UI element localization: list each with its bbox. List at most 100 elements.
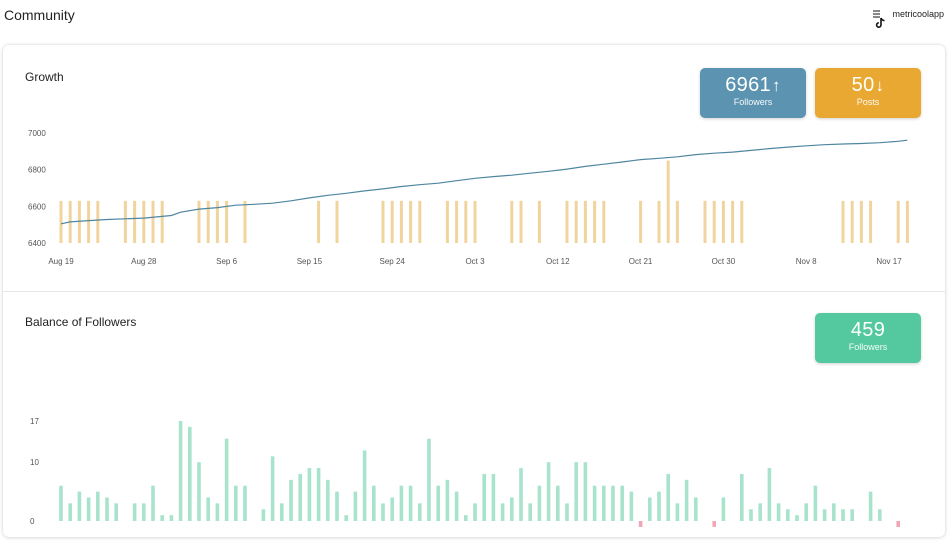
balance-bar [178,421,183,521]
balance-bar [592,485,597,521]
balance-bar [758,503,762,521]
balance-bar [298,473,302,521]
posts-bar [464,200,468,243]
community-card: Growth 6961↑ Followers 50↓ Posts 6400 660… [3,45,945,537]
balance-bar [721,497,726,521]
balance-bar [694,497,698,521]
balance-bar [684,479,689,521]
posts-bar [215,200,219,243]
balance-bar [602,485,606,521]
balance-bar [224,438,229,521]
balance-bar [878,509,882,521]
balance-bar [629,491,634,521]
y-tick-label: 6800 [28,166,46,175]
balance-bar [243,485,247,521]
balance-bar [77,491,82,521]
posts-bar [473,200,477,243]
balance-bar [59,485,63,521]
x-tick-label: Sep 6 [216,257,237,266]
posts-bar [593,200,597,243]
arrow-up-icon: ↑ [771,76,781,95]
account-selector[interactable]: metricoolapp [873,9,944,29]
posts-bar [519,200,523,243]
balance-bar [335,491,339,521]
posts-bar [96,200,100,243]
posts-bar [390,200,394,243]
y-tick-label: 6400 [28,239,46,248]
posts-bar [445,200,449,243]
y-tick-label: 10 [30,458,39,467]
balance-bar [215,503,220,521]
balance-bar [822,509,827,521]
posts-bar [381,200,385,243]
x-tick-label: Sep 15 [297,257,323,266]
followers-kpi-label: Followers [733,97,773,107]
balance-bar [408,485,413,521]
posts-bar [896,200,900,243]
posts-bar [574,200,578,243]
balance-bar [832,503,836,521]
balance-bar [500,503,505,521]
posts-bar [712,200,716,243]
balance-bar [436,485,440,521]
balance-bar [482,473,486,521]
balance-bar [132,503,137,521]
balance-bar [169,515,174,521]
posts-bar [657,200,661,243]
posts-bar [225,200,229,243]
balance-bar [473,503,477,521]
posts-bar [721,200,725,243]
posts-bar [731,200,735,243]
balance-kpi: 459 Followers [815,313,921,363]
posts-bar [399,200,403,243]
balance-bar [270,456,275,521]
balance-bar [776,503,781,521]
followers-line [60,139,908,225]
balance-bar [574,462,578,521]
balance-bar [795,515,799,521]
y-tick-label: 6600 [28,202,46,211]
balance-bar-negative [896,521,900,527]
balance-bar [841,509,845,521]
posts-bar [160,200,164,243]
posts-bar [703,200,707,243]
balance-bar [114,503,118,521]
y-tick-label: 7000 [28,129,46,138]
growth-title: Growth [25,70,64,84]
balance-bar [86,497,91,521]
balance-bar [620,485,624,521]
balance-bar [326,479,330,521]
balance-bar [546,462,551,521]
posts-bar [583,200,587,243]
balance-bar [528,503,532,521]
balance-bar [399,485,404,521]
x-tick-label: Oct 21 [629,257,653,266]
posts-bar [197,200,201,243]
balance-bar [868,491,873,521]
balance-bar [767,468,772,521]
balance-bar [381,503,385,521]
posts-kpi-label: Posts [856,97,880,107]
balance-bar [160,515,164,521]
posts-bar [151,200,155,243]
balance-bar [583,462,588,521]
balance-bar [96,491,100,521]
balance-bar [353,491,358,521]
balance-bar [206,497,210,521]
top-bar: Community metricoolapp [0,0,952,40]
balance-bar [418,503,422,521]
y-tick-label: 17 [30,417,39,426]
balance-bar [234,485,238,521]
balance-title: Balance of Followers [25,315,137,329]
balance-bar [556,485,560,521]
posts-bar [841,200,845,243]
posts-bar [206,200,210,243]
balance-bar [105,497,109,521]
posts-bar [675,200,679,243]
x-tick-label: Oct 30 [712,257,736,266]
posts-bar [510,200,514,243]
balance-bar-negative [712,521,716,527]
posts-bar [418,200,422,243]
balance-bar [813,485,818,521]
